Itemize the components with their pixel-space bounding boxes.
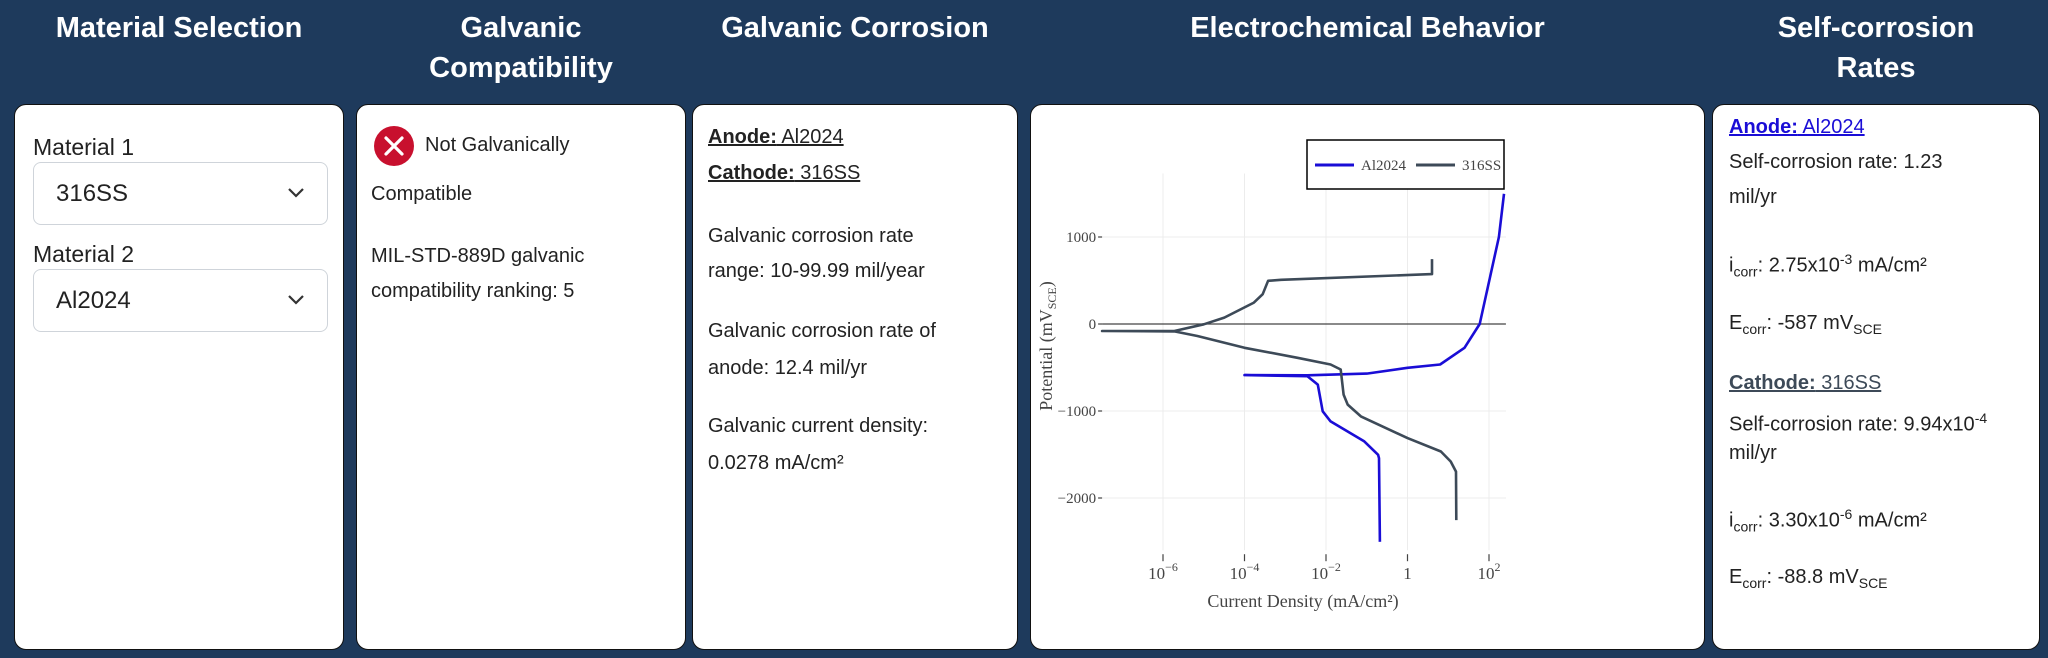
header-line: Self-corrosion: [1777, 12, 1975, 44]
ecorr-subscript: corr: [1742, 321, 1767, 337]
anode-ecorr: Ecorr: -587 mVSCE: [1729, 311, 1882, 341]
material-selection-card: Material 1 316SS Material 2 Al2024: [14, 104, 344, 650]
cathode-link[interactable]: Cathode: 316SS: [1729, 371, 1881, 395]
compatibility-status-cont: Compatible: [371, 183, 473, 205]
header-material-selection: Material Selection: [55, 12, 303, 44]
x-tick-label: 1: [1403, 564, 1412, 583]
icorr-value: : 3.30x10: [1757, 509, 1840, 532]
x-tick-label: 10−2: [1311, 560, 1341, 583]
header-line: Galvanic: [460, 12, 582, 44]
ecorr-subscript: corr: [1742, 575, 1767, 591]
self-corrosion-card: Anode: Al2024 Self-corrosion rate: 1.23 …: [1712, 104, 2040, 650]
compatibility-ranking-cont: compatibility ranking: 5: [371, 280, 575, 302]
legend-label-316ss: 316SS: [1462, 158, 1501, 174]
anode-self-rate: Self-corrosion rate: 1.23: [1729, 151, 1943, 173]
polarization-chart: 10−6 10−4 10−2 1 102 1000 0 −1000 −2000 Al2024 3…: [1036, 139, 1506, 612]
cathode-rate-exponent: -4: [1974, 410, 1988, 426]
y-axis-title-main: Potential (mV: [1036, 309, 1057, 411]
x-circle-icon: [374, 126, 414, 166]
anode-label: Anode:: [1729, 116, 1798, 138]
cathode-value: 316SS: [794, 162, 861, 184]
header-electrochemical-behavior: Electrochemical Behavior: [1190, 12, 1545, 44]
x-tick-label: 102: [1478, 560, 1501, 583]
y-tick-label: −2000: [1058, 491, 1096, 507]
compatibility-ranking: MIL-STD-889D galvanic: [371, 245, 585, 267]
y-tick-label: 0: [1089, 317, 1097, 333]
icorr-subscript: corr: [1733, 263, 1758, 280]
ecorr-value: : -587 mV: [1766, 312, 1854, 334]
current-density: Galvanic current density:: [708, 415, 929, 437]
legend[interactable]: Al2024 316SS: [1306, 139, 1505, 190]
anode-rate: Galvanic corrosion rate of: [708, 320, 936, 342]
series-line-316ss: [1100, 259, 1458, 521]
x-tick-label: 10−4: [1230, 560, 1260, 583]
icorr-unit: mA/cm²: [1852, 509, 1927, 532]
y-tick-label: 1000: [1066, 230, 1096, 246]
cathode-rate-value: Self-corrosion rate: 9.94x10: [1729, 413, 1975, 436]
ecorr-symbol: E: [1729, 566, 1743, 588]
cathode-self-rate: Self-corrosion rate: 9.94x10-4: [1729, 406, 1987, 437]
ecorr-symbol: E: [1729, 312, 1743, 334]
anode-value: Al2024: [1797, 116, 1865, 138]
header-self-corrosion-rates: Self-corrosion Rates: [1712, 8, 2040, 88]
anode-rate-cont: anode: 12.4 mil/yr: [708, 357, 867, 379]
rate-range: Galvanic corrosion rate: [708, 225, 914, 247]
cathode-label: Cathode:: [1729, 372, 1816, 394]
cathode-label: Cathode:: [708, 162, 795, 184]
material2-label: Material 2: [33, 241, 134, 267]
rate-range-cont: range: 10-99.99 mil/year: [708, 260, 925, 282]
header-galvanic-compatibility: Galvanic Compatibility: [356, 8, 686, 88]
ecorr-unit-subscript: SCE: [1853, 321, 1882, 337]
icorr-exponent: -3: [1839, 251, 1853, 267]
y-axis-title-sub: SCE: [1045, 287, 1059, 309]
material1-select[interactable]: 316SS: [33, 162, 328, 225]
header-line: Rates: [1836, 52, 1916, 84]
icorr-symbol: i: [1729, 509, 1734, 532]
anode-value: Al2024: [776, 126, 844, 148]
material2-value: Al2024: [56, 287, 131, 314]
anode-line: Anode: Al2024: [708, 125, 844, 149]
icorr-value: : 2.75x10: [1757, 254, 1840, 277]
x-tick-label: 10−6: [1148, 560, 1178, 583]
icorr-symbol: i: [1729, 254, 1734, 277]
cathode-ecorr: Ecorr: -88.8 mVSCE: [1729, 565, 1888, 595]
y-axis-title: Potential (mVSCE): [1036, 281, 1059, 411]
chevron-down-icon: [288, 295, 304, 305]
header-line: Compatibility: [429, 52, 613, 84]
cathode-line: Cathode: 316SS: [708, 161, 860, 185]
cathode-icorr: icorr: 3.30x10-6 mA/cm²: [1729, 502, 1927, 539]
chevron-down-icon: [288, 188, 304, 198]
anode-self-rate-cont: mil/yr: [1729, 186, 1777, 208]
galvanic-corrosion-card: Anode: Al2024 Cathode: 316SS Galvanic co…: [692, 104, 1018, 650]
y-tick-label: −1000: [1058, 404, 1096, 420]
series-line-al2024: [1243, 193, 1506, 542]
material1-label: Material 1: [33, 134, 134, 160]
anode-label: Anode:: [708, 126, 777, 148]
icorr-unit: mA/cm²: [1852, 254, 1927, 277]
ecorr-unit-subscript: SCE: [1858, 575, 1888, 591]
galvanic-compatibility-card: Not Galvanically Compatible MIL-STD-889D…: [356, 104, 686, 650]
header-galvanic-corrosion: Galvanic Corrosion: [721, 12, 989, 44]
icorr-exponent: -6: [1839, 506, 1853, 522]
y-axis-title-end: ): [1036, 281, 1057, 287]
anode-link[interactable]: Anode: Al2024: [1729, 115, 1865, 139]
legend-label-al2024: Al2024: [1361, 158, 1407, 174]
material1-value: 316SS: [56, 180, 129, 207]
current-density-cont: 0.0278 mA/cm²: [708, 452, 844, 474]
ecorr-value: : -88.8 mV: [1766, 566, 1859, 588]
x-axis-title: Current Density (mA/cm²): [1207, 591, 1398, 612]
electrochemical-chart-card: 10−6 10−4 10−2 1 102 1000 0 −1000 −2000 Al2024 3…: [1030, 104, 1705, 650]
cathode-self-rate-cont: mil/yr: [1729, 442, 1777, 464]
anode-icorr: icorr: 2.75x10-3 mA/cm²: [1729, 247, 1927, 284]
cathode-value: 316SS: [1815, 372, 1882, 394]
icorr-subscript: corr: [1733, 518, 1758, 535]
material2-select[interactable]: Al2024: [33, 269, 328, 332]
compatibility-status: Not Galvanically: [425, 134, 570, 156]
